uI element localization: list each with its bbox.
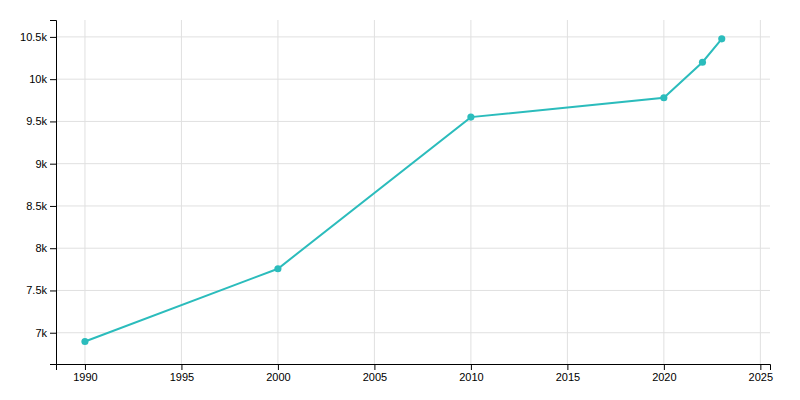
point	[660, 94, 667, 101]
x-tick-label: 1990	[73, 371, 97, 383]
y-tick: 10k	[29, 73, 56, 85]
y-tick-label: 9k	[35, 158, 47, 170]
y-tick-label: 7.5k	[26, 284, 47, 296]
plot-area	[81, 35, 725, 345]
x-tick: 2005	[363, 364, 387, 383]
grid-line-y	[56, 290, 770, 291]
y-tick-mark	[50, 290, 56, 291]
y-axis-line	[50, 21, 57, 365]
grid-line-y	[56, 79, 770, 80]
y-tick-mark	[50, 164, 56, 165]
x-tick-label: 2010	[459, 371, 483, 383]
y-tick-mark	[50, 248, 56, 249]
y-tick-label: 8k	[35, 242, 47, 254]
y-tick-mark	[50, 206, 56, 207]
x-tick-mark	[760, 364, 761, 370]
grid-line-x	[567, 20, 568, 364]
chart: 1990 1995 2000 2005 2010 2015 2020 2025 7k 7.5k 8k…	[0, 0, 800, 400]
point	[274, 265, 281, 272]
point	[467, 114, 474, 121]
y-tick-mark	[50, 37, 56, 38]
x-tick: 1990	[73, 364, 97, 383]
y-tick-mark	[50, 79, 56, 80]
x-axis: 1990 1995 2000 2005 2010 2015 2020 2025	[57, 364, 774, 383]
x-tick-label: 1995	[170, 371, 194, 383]
x-tick-mark	[181, 364, 182, 370]
grid-line-y	[56, 36, 770, 37]
x-tick-mark	[374, 364, 375, 370]
x-tick: 2025	[749, 364, 773, 383]
point	[699, 59, 706, 66]
x-tick-mark	[567, 364, 568, 370]
line	[85, 39, 722, 342]
x-tick: 2010	[459, 364, 483, 383]
grid-line-x	[84, 20, 85, 364]
grid-line-y	[56, 121, 770, 122]
x-tick-label: 2005	[363, 371, 387, 383]
y-tick: 10.5k	[20, 31, 56, 43]
grid-line-x	[663, 20, 664, 364]
chart-container: 1990 1995 2000 2005 2010 2015 2020 2025 7k 7.5k 8k…	[0, 0, 800, 400]
y-tick: 7.5k	[26, 284, 56, 296]
x-tick-mark	[278, 364, 279, 370]
y-tick: 8k	[35, 242, 56, 254]
x-tick-mark	[664, 364, 665, 370]
grid-line-y	[56, 205, 770, 206]
grid-line-y	[56, 332, 770, 333]
x-tick-label: 2020	[652, 371, 676, 383]
x-tick-mark	[85, 364, 86, 370]
y-axis: 7k 7.5k 8k 8.5k 9k 9.5k 10k 10.5k	[20, 21, 56, 365]
point	[81, 338, 88, 345]
y-tick-label: 10k	[29, 73, 47, 85]
grid-line-x	[470, 20, 471, 364]
point	[718, 35, 725, 42]
x-axis-line	[57, 365, 771, 371]
grid-line-x	[181, 20, 182, 364]
x-tick: 1995	[170, 364, 194, 383]
y-tick-label: 9.5k	[26, 115, 47, 127]
y-tick: 9.5k	[26, 115, 56, 127]
x-tick-label: 2015	[556, 371, 580, 383]
x-tick-label: 2000	[266, 371, 290, 383]
x-tick: 2000	[266, 364, 290, 383]
x-tick: 2015	[556, 364, 580, 383]
grid-line-x	[760, 20, 761, 364]
y-tick: 8.5k	[26, 200, 56, 212]
y-tick-label: 8.5k	[26, 200, 47, 212]
y-tick: 7k	[35, 327, 56, 339]
x-tick: 2020	[652, 364, 676, 383]
y-tick-mark	[50, 333, 56, 334]
y-tick: 9k	[35, 158, 56, 170]
y-tick-mark	[50, 121, 56, 122]
grid	[56, 20, 770, 364]
y-tick-label: 10.5k	[20, 31, 47, 43]
grid-line-x	[277, 20, 278, 364]
grid-line-y	[56, 248, 770, 249]
x-tick-mark	[471, 364, 472, 370]
y-tick-label: 7k	[35, 327, 47, 339]
x-tick-label: 2025	[749, 371, 773, 383]
